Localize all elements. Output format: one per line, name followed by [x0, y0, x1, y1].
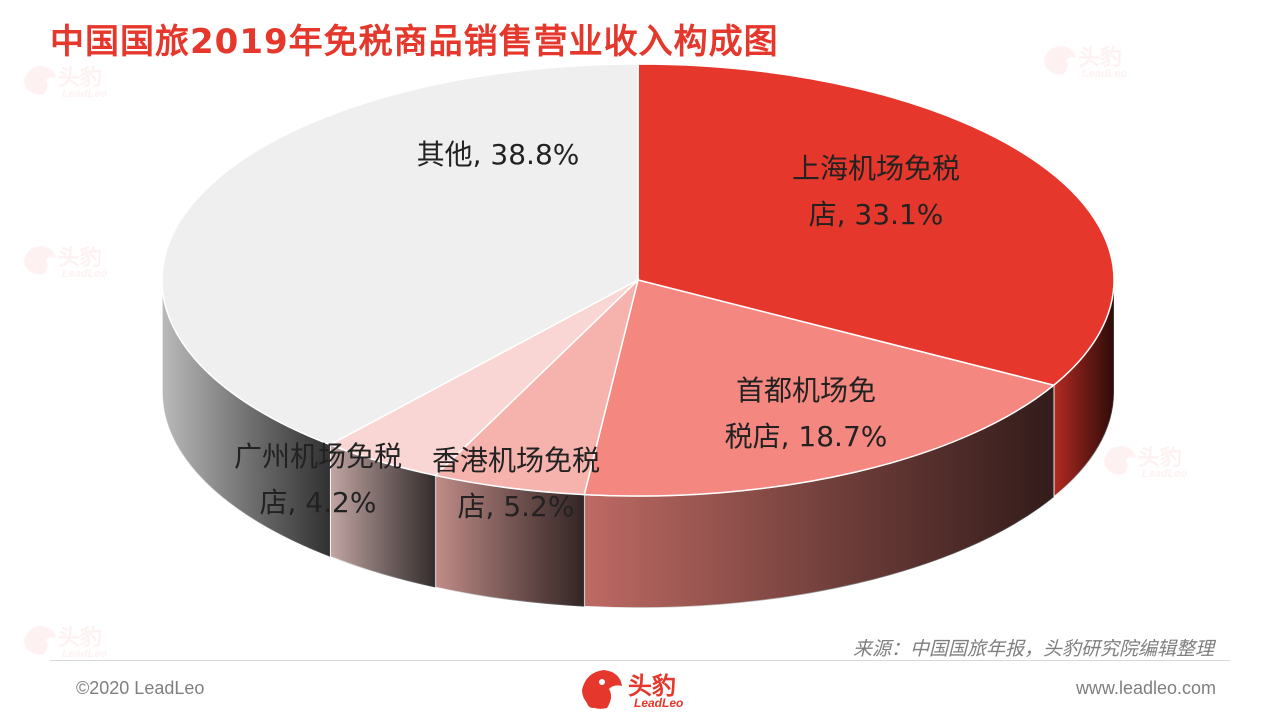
slice--label: 广州机场免税店, 4.2%	[234, 440, 402, 519]
pie-labels: 上海机场免税店, 33.1% 首都机场免税店, 18.7% 香港机场免税店, 5.2…	[234, 138, 960, 523]
logo-name: 头豹	[628, 672, 676, 700]
logo-subtitle: LeadLeo	[634, 696, 684, 710]
slice-[interactable]	[637, 63, 1115, 387]
footer-logo: 头豹 LeadLeo	[578, 662, 708, 718]
slice--label: 首都机场免税店, 18.7%	[725, 374, 888, 453]
slice--side-shadow	[435, 475, 585, 607]
slice--side-shadow	[161, 280, 331, 557]
footer-divider	[50, 660, 1230, 661]
slice--side-shadow	[584, 385, 1054, 608]
website-link[interactable]: www.leadleo.com	[1075, 678, 1216, 698]
pie-chart: 上海机场免税店, 33.1% 首都机场免税店, 18.7% 香港机场免税店, 5.2…	[161, 63, 1115, 609]
slice--label: 香港机场免税店, 5.2%	[432, 444, 600, 523]
page-title: 中国国旅2019年免税商品销售营业收入构成图	[50, 22, 779, 62]
slice-[interactable]	[583, 279, 1056, 497]
source-note: 来源：中国国旅年报，头豹研究院编辑整理	[852, 638, 1214, 660]
pie-slices	[161, 63, 1115, 497]
slice--label: 上海机场免税店, 33.1%	[792, 152, 960, 231]
watermark-logo-subtitle: LeadLeo	[62, 648, 108, 660]
slice-[interactable]	[161, 63, 639, 446]
slice--label: 其他, 38.8%	[417, 138, 580, 171]
slice--side-shadow	[330, 444, 436, 588]
pie-sides	[161, 279, 1115, 609]
slice-[interactable]	[433, 277, 640, 496]
leopard-icon	[582, 670, 622, 709]
copyright: ©2020 LeadLeo	[76, 678, 205, 698]
